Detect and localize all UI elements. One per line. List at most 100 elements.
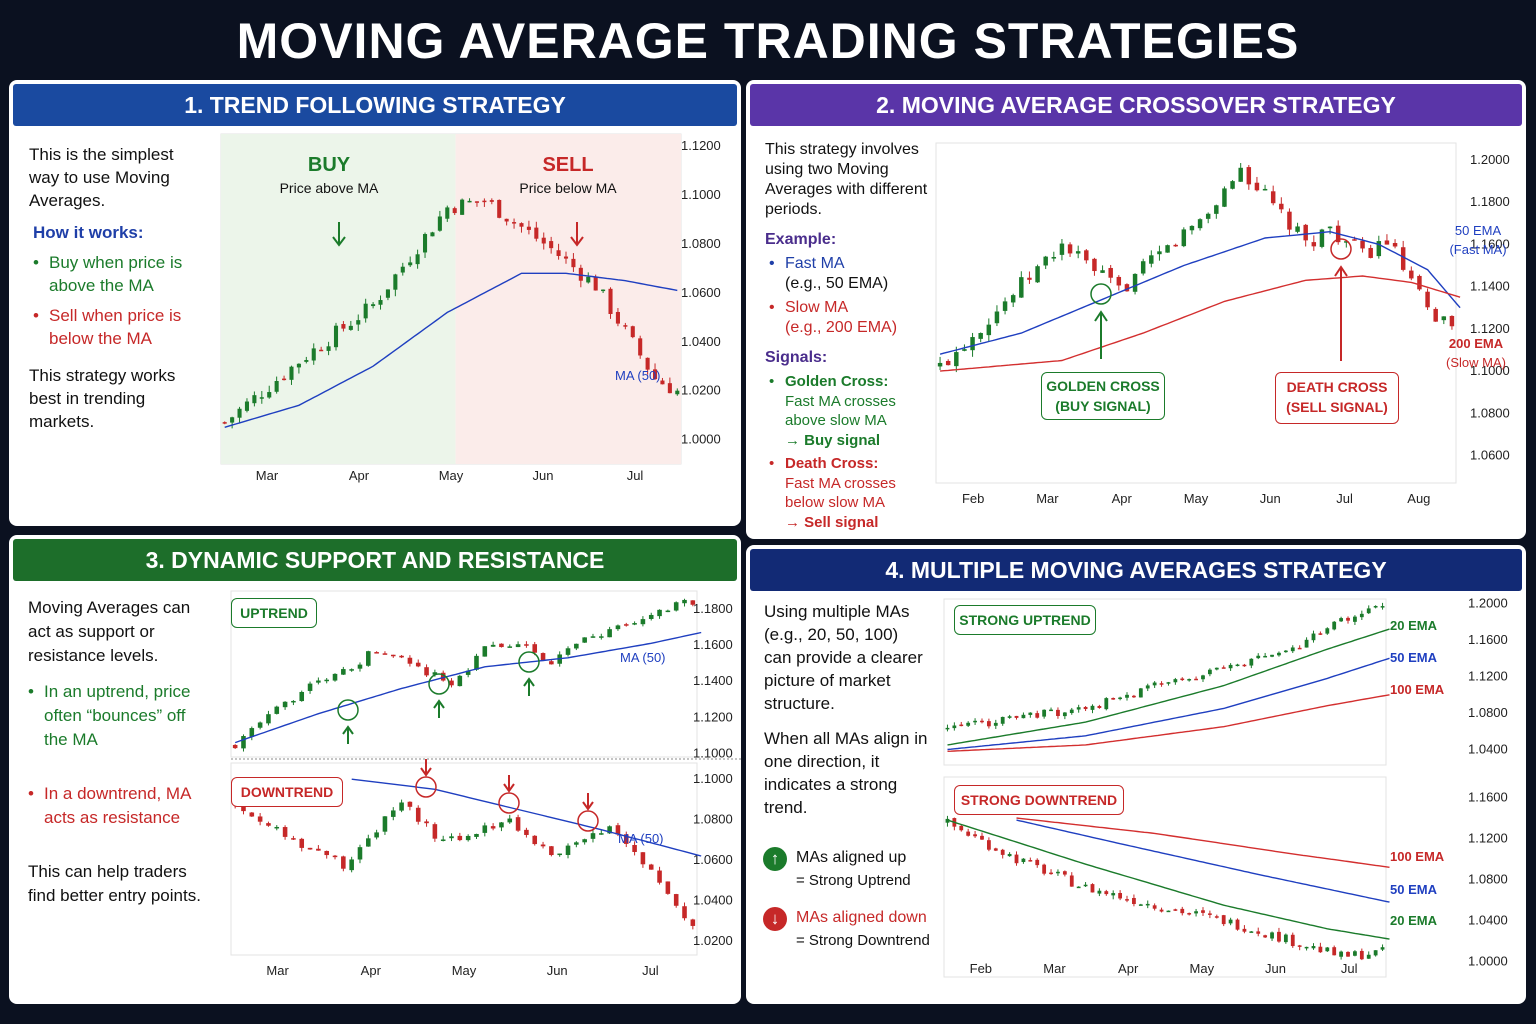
candle-body	[1090, 884, 1095, 893]
ema50-label: 50 EMA	[1390, 882, 1437, 897]
candle-body	[1067, 244, 1073, 254]
candle-body	[980, 720, 984, 723]
candle-body	[986, 721, 991, 727]
fast-ma-keyword: Fast MA	[785, 255, 845, 272]
candle-body	[986, 324, 992, 336]
candle-body	[1028, 712, 1033, 715]
buy-keyword: Buy	[49, 253, 79, 272]
candle-body	[1384, 240, 1390, 245]
buy-zone	[221, 134, 456, 464]
candle-body	[1187, 913, 1192, 915]
sell-sublabel: Price below MA	[519, 180, 617, 196]
sell-zone	[455, 134, 681, 464]
panel-header: 4. MULTIPLE MOVING AVERAGES STRATEGY	[750, 549, 1522, 591]
candle-body	[1277, 652, 1281, 656]
candle-body	[645, 357, 650, 370]
candle-body	[574, 643, 579, 649]
x-tick-label: Mar	[1043, 961, 1066, 976]
candle-body	[615, 825, 621, 835]
candle-body	[1368, 247, 1373, 258]
candle-body	[945, 360, 951, 366]
chart-support: 1.1800 1.1600 1.1400 1.1200 1.1000 UPTREND M…	[219, 587, 741, 760]
candle-body	[440, 839, 446, 841]
candle-body	[1221, 667, 1226, 669]
candle-body	[1353, 951, 1357, 956]
candle-body	[1056, 871, 1060, 874]
buy-rule-text: when price is above the MA	[49, 253, 183, 295]
y-tick-label: 1.1200	[1468, 831, 1508, 846]
candle-body	[673, 894, 679, 906]
candle-body	[1238, 167, 1243, 182]
chart-crossover: 1.2000 1.1800 1.1600 1.1400 1.1200 1.1000 1.08…	[934, 135, 1522, 520]
candle-body	[1132, 695, 1136, 698]
y-tick-label: 1.0600	[681, 285, 721, 300]
candle-body	[640, 852, 646, 865]
candle-body	[1449, 315, 1455, 327]
candle-body	[945, 727, 950, 730]
y-tick-label: 1.1000	[1470, 363, 1510, 378]
candle-body	[1214, 916, 1219, 918]
panel-description: This strategy involves using two Moving …	[765, 140, 935, 532]
candle-body	[430, 232, 435, 237]
candle-body	[474, 833, 479, 837]
aligned-down-note: MAs aligned down = Strong Downtrend	[796, 906, 930, 952]
candle-body	[1263, 655, 1268, 658]
slow-ma-keyword: Slow MA	[785, 299, 849, 316]
candle-body	[324, 679, 329, 682]
x-tick-label: Mar	[256, 468, 279, 483]
y-tick-label: 1.1000	[693, 745, 733, 760]
death-tag-line-2: (SELL SIGNAL)	[1286, 399, 1388, 415]
x-tick-label: Apr	[1112, 491, 1133, 506]
candle-body	[657, 609, 662, 617]
candle-body	[482, 825, 488, 833]
chart-multi-down: 1.1600 1.1200 1.0800 1.0400 1.0000 Feb Mar Apr M…	[938, 773, 1522, 987]
candle-body	[499, 643, 504, 648]
candle-body	[1152, 905, 1157, 909]
arrow-up-icon	[342, 725, 354, 744]
y-tick-label: 1.1200	[1468, 669, 1508, 684]
golden-tag-line-1: GOLDEN CROSS	[1046, 378, 1160, 394]
intro-text: Moving Averages can act as support or re…	[28, 598, 191, 665]
candle-body	[1021, 714, 1026, 719]
candle-body	[1049, 872, 1053, 875]
candle-body	[1056, 709, 1060, 716]
candle-body	[349, 859, 354, 871]
y-tick-label: 1.0200	[693, 933, 733, 948]
candle-body	[1246, 167, 1252, 185]
candle-body	[490, 826, 496, 829]
candle-body	[1035, 266, 1040, 283]
fast-ema-label: 50 EMA (Fast MA)	[1438, 221, 1518, 259]
downtrend-tag: DOWNTREND	[231, 777, 343, 807]
candle-body	[407, 657, 413, 664]
y-tick-label: 1.0800	[1468, 705, 1508, 720]
candle-body	[1149, 255, 1154, 264]
candle-body	[424, 821, 429, 824]
candle-body	[1417, 275, 1422, 290]
y-tick-label: 1.0800	[1470, 405, 1510, 420]
candle-body	[578, 267, 583, 281]
candle-body	[1125, 899, 1129, 901]
candle-body	[1111, 697, 1116, 700]
candle-body	[623, 325, 628, 327]
candle-body	[371, 304, 376, 307]
candle-body	[1311, 242, 1317, 247]
chart-trend-following: 1.1200 1.1000 1.0800 1.0600 1.0400 1.0200 1.00…	[209, 132, 737, 502]
candle-body	[274, 380, 279, 392]
candle-body	[638, 338, 643, 356]
candle-body	[1325, 947, 1330, 952]
candle-body	[341, 856, 346, 869]
candle-body	[1373, 950, 1378, 956]
y-tick-label: 1.1600	[1468, 632, 1508, 647]
candle-body	[1076, 707, 1081, 710]
candle-body	[489, 200, 494, 202]
candle-body	[1441, 316, 1447, 321]
candle-body	[1051, 256, 1057, 259]
arrow-up-icon	[523, 677, 535, 696]
candle-body	[601, 289, 606, 292]
fast-ma-item: Fast MA (e.g., 50 EMA)	[769, 254, 935, 294]
chart-svg: 1.1800 1.1600 1.1400 1.1200 1.1000	[230, 590, 741, 760]
candle-body	[319, 349, 324, 352]
candle-body	[1235, 919, 1240, 930]
candle-body	[357, 664, 363, 669]
candle-body	[1145, 903, 1150, 906]
